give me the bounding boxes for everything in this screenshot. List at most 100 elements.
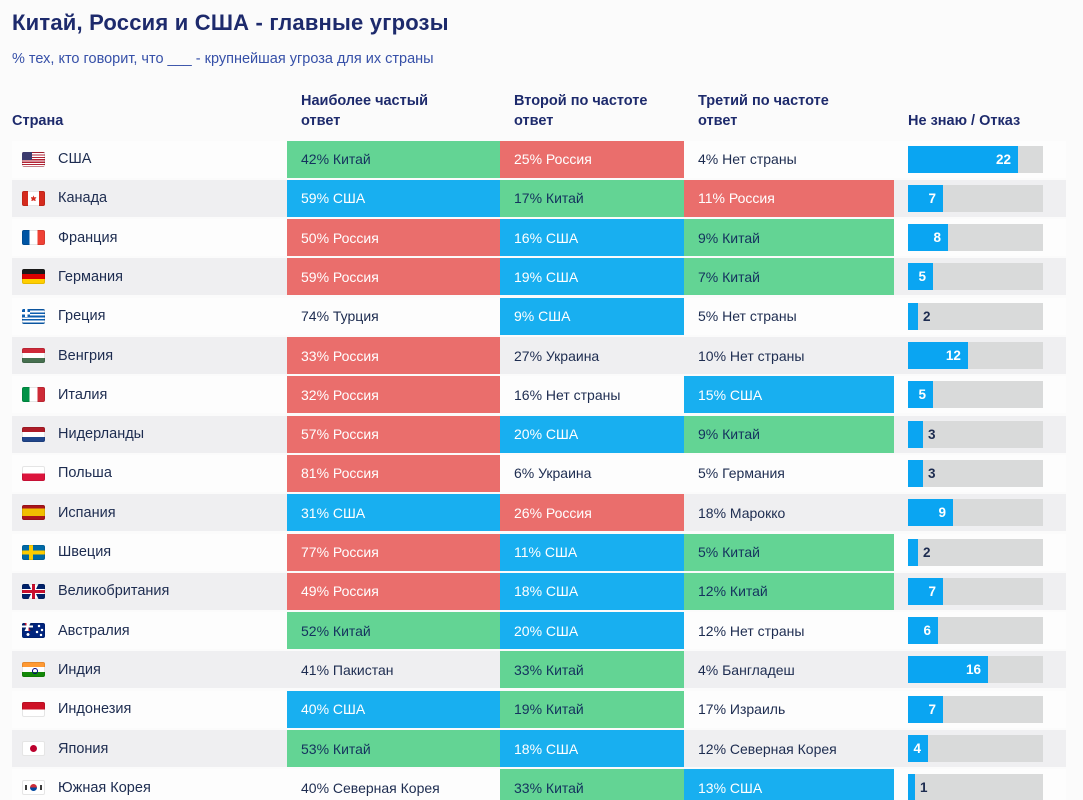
third-answer-label: 7% Китай	[698, 268, 760, 285]
dont-know-bar-fill	[908, 538, 918, 566]
country-cell: Греция	[12, 298, 287, 335]
table-row: Греция 74% Турция 9% США 5% Нет страны 2	[12, 297, 1066, 335]
third-answer-label: 11% Россия	[698, 190, 775, 207]
dont-know-value: 16	[966, 662, 982, 678]
first-answer-label: 32% Россия	[301, 386, 379, 403]
third-answer-label: 10% Нет страны	[698, 347, 805, 364]
second-answer-cell: 33% Китай	[500, 651, 684, 689]
first-answer-label: 49% Россия	[301, 583, 379, 600]
dont-know-value: 5	[918, 387, 926, 403]
third-answer-label: 5% Германия	[698, 465, 785, 482]
column-header-dont-know: Не знаю / Отказ	[908, 113, 1021, 130]
third-answer-cell: 13% США	[684, 769, 894, 800]
first-answer-cell: 59% США	[287, 179, 500, 217]
dont-know-value-outside: 3	[927, 465, 936, 481]
flag-gr-icon	[22, 308, 45, 324]
dont-know-value-outside: 3	[927, 426, 936, 442]
first-answer-label: 77% Россия	[301, 544, 379, 561]
dont-know-bar-fill: 9	[908, 499, 953, 527]
dont-know-bar-track: 16	[908, 656, 1043, 684]
country-label: Южная Корея	[58, 779, 151, 796]
first-answer-cell: 57% Россия	[287, 415, 500, 453]
first-answer-label: 81% Россия	[301, 465, 379, 482]
table-row: Нидерланды 57% Россия 20% США 9% Китай 3	[12, 415, 1066, 453]
dont-know-value: 22	[995, 151, 1012, 167]
second-answer-cell: 9% США	[500, 297, 684, 335]
second-answer-cell: 20% США	[500, 612, 684, 650]
first-answer-label: 50% Россия	[301, 229, 379, 246]
dont-know-bar-fill: 4	[908, 735, 928, 763]
country-label: Испания	[58, 504, 116, 521]
country-label: Венгрия	[58, 347, 114, 364]
second-answer-label: 17% Китай	[514, 190, 584, 207]
second-answer-cell: 6% Украина	[500, 455, 684, 492]
dont-know-value: 6	[923, 623, 931, 639]
table-row: Испания 31% США 26% Россия 18% Марокко 9	[12, 494, 1066, 532]
second-answer-cell: 11% США	[500, 533, 684, 571]
dont-know-bar-track: 5	[908, 263, 1043, 291]
flag-jp-icon	[22, 741, 45, 757]
first-answer-cell: 31% США	[287, 494, 500, 532]
second-answer-label: 25% Россия	[514, 151, 592, 168]
dont-know-value-outside: 2	[922, 544, 931, 560]
dont-know-cell: 7	[894, 573, 1066, 610]
country-cell: США	[12, 141, 287, 178]
dont-know-cell: 1	[894, 769, 1066, 800]
dont-know-bar-track: 22	[908, 145, 1043, 173]
dont-know-bar-track: 3	[908, 459, 1043, 487]
flag-fr-icon	[22, 230, 45, 246]
dont-know-bar-track: 7	[908, 695, 1043, 723]
third-answer-cell: 9% Китай	[684, 415, 894, 453]
country-label: Индонезия	[58, 701, 132, 718]
dont-know-bar-fill: 5	[908, 381, 933, 409]
dont-know-value-outside: 1	[920, 780, 928, 796]
dont-know-bar-track: 9	[908, 499, 1043, 527]
country-cell: Швеция	[12, 534, 287, 571]
dont-know-cell: 5	[894, 376, 1066, 413]
country-label: Швеция	[58, 544, 112, 561]
country-cell: Индонезия	[12, 691, 287, 728]
second-answer-cell: 19% Китай	[500, 690, 684, 728]
table-row: Швеция 77% Россия 11% США 5% Китай 2	[12, 533, 1066, 571]
dont-know-bar-track: 8	[908, 224, 1043, 252]
flag-se-icon	[22, 544, 45, 560]
second-answer-cell: 27% Украина	[500, 337, 684, 374]
country-cell: Испания	[12, 494, 287, 531]
first-answer-cell: 81% Россия	[287, 454, 500, 492]
country-cell: Нидерланды	[12, 416, 287, 453]
dont-know-value: 4	[913, 741, 921, 757]
first-answer-cell: 52% Китай	[287, 612, 500, 650]
first-answer-cell: 77% Россия	[287, 533, 500, 571]
dont-know-bar-track: 2	[908, 302, 1043, 330]
dont-know-value-outside: 2	[922, 308, 931, 324]
third-answer-cell: 12% Северная Корея	[684, 730, 894, 767]
first-answer-label: 74% Турция	[301, 308, 379, 325]
dont-know-bar-fill	[908, 302, 918, 330]
third-answer-label: 18% Марокко	[698, 504, 786, 521]
dont-know-cell: 22	[894, 141, 1066, 178]
second-answer-label: 20% США	[514, 622, 579, 639]
dont-know-value: 7	[928, 583, 936, 599]
dont-know-bar-fill: 22	[908, 145, 1019, 173]
dont-know-bar-track: 1	[908, 774, 1043, 800]
country-label: Германия	[58, 268, 124, 285]
third-answer-label: 5% Китай	[698, 544, 760, 561]
dont-know-value: 7	[928, 701, 936, 717]
third-answer-cell: 18% Марокко	[684, 494, 894, 531]
second-answer-label: 18% США	[514, 583, 579, 600]
country-cell: Венгрия	[12, 337, 287, 374]
dont-know-cell: 9	[894, 494, 1066, 531]
dont-know-bar-track: 12	[908, 342, 1043, 370]
second-answer-label: 26% Россия	[514, 504, 592, 521]
table-row: Индонезия 40% США 19% Китай 17% Израиль …	[12, 690, 1066, 728]
first-answer-cell: 40% Северная Корея	[287, 769, 500, 800]
flag-ca-icon	[22, 190, 45, 206]
first-answer-label: 59% Россия	[301, 268, 379, 285]
second-answer-label: 16% Нет страны	[514, 386, 621, 403]
dont-know-bar-track: 5	[908, 381, 1043, 409]
flag-id-icon	[22, 701, 45, 717]
table-row: Франция 50% Россия 16% США 9% Китай 8	[12, 219, 1066, 257]
second-answer-cell: 16% Нет страны	[500, 376, 684, 413]
second-answer-cell: 18% США	[500, 572, 684, 610]
country-label: Франция	[58, 229, 118, 246]
